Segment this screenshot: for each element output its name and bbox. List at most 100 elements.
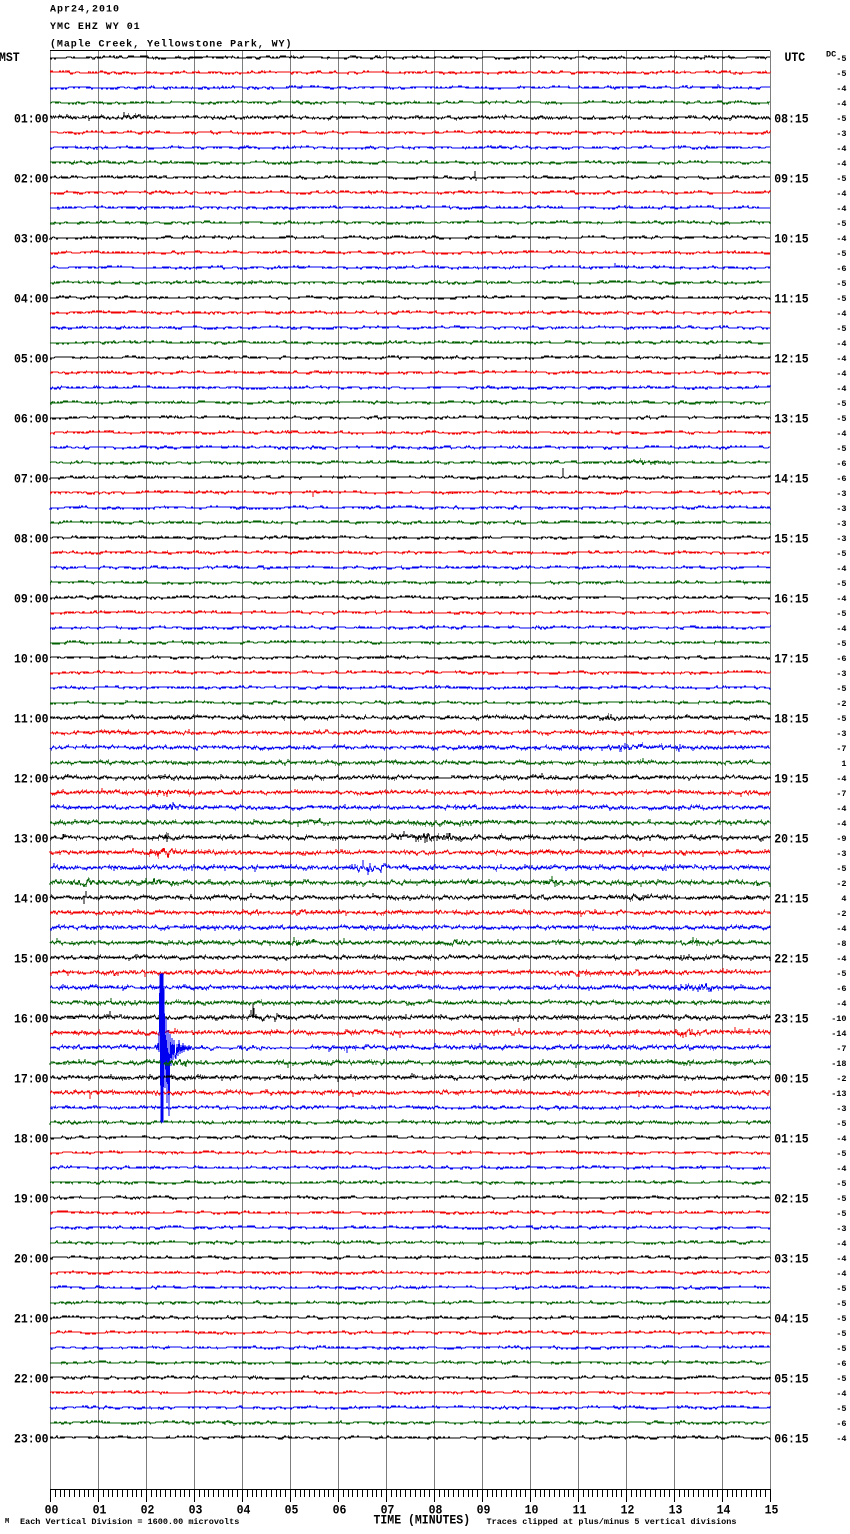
svg-text:-4: -4 [836,624,846,634]
svg-text:22:00: 22:00 [14,1372,49,1387]
svg-text:-9: -9 [836,834,846,844]
svg-text:DC: DC [826,50,836,60]
svg-text:23:15: 23:15 [774,1012,809,1027]
svg-text:-5: -5 [836,324,846,334]
svg-text:01:00: 01:00 [14,112,49,127]
svg-text:-5: -5 [836,864,846,874]
svg-text:21:00: 21:00 [14,1312,49,1327]
svg-text:M: M [5,1518,9,1526]
svg-text:-4: -4 [836,924,846,934]
svg-text:-8: -8 [836,939,846,949]
svg-text:-4: -4 [836,804,846,814]
svg-text:06:00: 06:00 [14,412,49,427]
svg-text:-4: -4 [836,819,846,829]
svg-text:-5: -5 [836,1404,846,1414]
svg-text:-4: -4 [836,99,846,109]
svg-text:03: 03 [189,1502,203,1517]
svg-text:-3: -3 [836,849,846,859]
svg-text:03:00: 03:00 [14,232,49,247]
svg-text:-7: -7 [836,1044,846,1054]
svg-text:Apr24,2010: Apr24,2010 [50,5,119,16]
svg-text:-5: -5 [836,1344,846,1354]
svg-text:15:15: 15:15 [774,532,809,547]
svg-text:-4: -4 [836,159,846,169]
svg-text:1: 1 [841,759,846,769]
svg-text:11:00: 11:00 [14,712,49,727]
svg-text:12:15: 12:15 [774,352,809,367]
svg-text:-5: -5 [836,549,846,559]
svg-text:11: 11 [573,1502,587,1517]
svg-text:-5: -5 [836,294,846,304]
svg-text:-4: -4 [836,1164,846,1174]
svg-text:-2: -2 [836,699,846,709]
svg-text:16:00: 16:00 [14,1012,49,1027]
svg-text:-4: -4 [836,564,846,574]
svg-text:18:15: 18:15 [774,712,809,727]
svg-text:-5: -5 [836,714,846,724]
svg-text:-5: -5 [836,684,846,694]
svg-text:15:00: 15:00 [14,952,49,967]
svg-text:-4: -4 [836,594,846,604]
svg-text:09:15: 09:15 [774,172,809,187]
svg-text:-4: -4 [836,339,846,349]
svg-text:-3: -3 [836,504,846,514]
svg-text:13: 13 [669,1502,683,1517]
svg-text:-6: -6 [836,654,846,664]
svg-text:-6: -6 [836,1419,846,1429]
svg-text:-2: -2 [836,909,846,919]
svg-text:-5: -5 [836,1314,846,1324]
svg-text:-5: -5 [836,249,846,259]
svg-text:-5: -5 [836,609,846,619]
svg-text:08:00: 08:00 [14,532,49,547]
svg-text:-4: -4 [836,369,846,379]
svg-text:23:00: 23:00 [14,1432,49,1447]
svg-text:-4: -4 [836,234,846,244]
svg-text:01: 01 [93,1502,107,1517]
svg-text:05: 05 [285,1502,299,1517]
svg-text:22:15: 22:15 [774,952,809,967]
svg-text:-5: -5 [836,399,846,409]
svg-text:19:00: 19:00 [14,1192,49,1207]
svg-text:-6: -6 [836,459,846,469]
svg-text:00:15: 00:15 [774,1072,809,1087]
svg-text:18:00: 18:00 [14,1132,49,1147]
svg-text:-4: -4 [836,354,846,364]
svg-text:-13: -13 [831,1089,846,1099]
svg-text:-3: -3 [836,669,846,679]
svg-text:03:15: 03:15 [774,1252,809,1267]
svg-text:14:00: 14:00 [14,892,49,907]
svg-text:4: 4 [841,894,846,904]
svg-text:Each Vertical Division = 1600.: Each Vertical Division = 1600.00 microvo… [20,1517,239,1527]
svg-text:20:15: 20:15 [774,832,809,847]
svg-text:09: 09 [477,1502,491,1517]
svg-text:(Maple Creek, Yellowstone Park: (Maple Creek, Yellowstone Park, WY) [50,38,292,50]
svg-text:10: 10 [525,1502,539,1517]
svg-text:17:00: 17:00 [14,1072,49,1087]
svg-text:TIME (MINUTES): TIME (MINUTES) [374,1512,471,1527]
svg-text:11:15: 11:15 [774,292,809,307]
svg-text:-5: -5 [836,114,846,124]
svg-text:-4: -4 [836,999,846,1009]
svg-text:-4: -4 [836,84,846,94]
svg-text:-5: -5 [836,969,846,979]
svg-text:09:00: 09:00 [14,592,49,607]
svg-text:-4: -4 [836,384,846,394]
svg-text:-5: -5 [836,1209,846,1219]
svg-text:-5: -5 [836,444,846,454]
svg-text:-6: -6 [836,984,846,994]
svg-text:01:15: 01:15 [774,1132,809,1147]
svg-text:-4: -4 [836,144,846,154]
svg-text:-2: -2 [836,1074,846,1084]
svg-text:04:00: 04:00 [14,292,49,307]
svg-text:-5: -5 [836,1149,846,1159]
svg-text:00: 00 [45,1502,59,1517]
svg-text:YMC EHZ WY 01: YMC EHZ WY 01 [50,22,140,33]
svg-text:-4: -4 [836,774,846,784]
svg-text:-5: -5 [836,1329,846,1339]
svg-text:14:15: 14:15 [774,472,809,487]
svg-text:07: 07 [381,1502,395,1517]
svg-text:-5: -5 [836,69,846,79]
svg-text:12:00: 12:00 [14,772,49,787]
svg-text:-3: -3 [836,729,846,739]
svg-text:17:15: 17:15 [774,652,809,667]
